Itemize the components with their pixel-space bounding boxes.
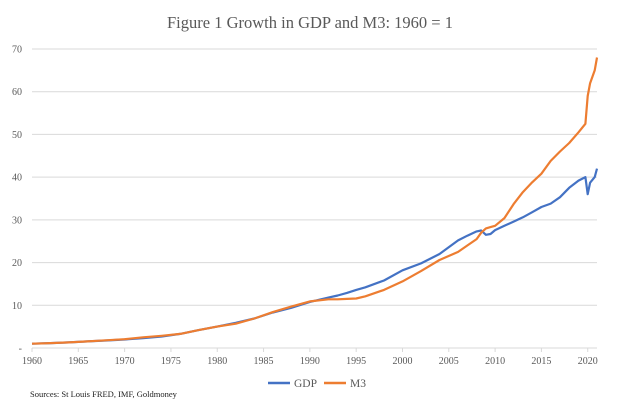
y-tick-label: 70 bbox=[12, 45, 22, 56]
series-line-gdp bbox=[31, 168, 599, 345]
x-tick-label: 1985 bbox=[254, 356, 274, 367]
y-axis: - 10 20 30 40 50 60 70 bbox=[12, 45, 22, 355]
x-tick-label: 1995 bbox=[346, 356, 366, 367]
chart-title: Figure 1 Growth in GDP and M3: 1960 = 1 bbox=[167, 13, 453, 32]
x-tick-label: 2020 bbox=[578, 356, 598, 367]
x-tick-label: 2005 bbox=[439, 356, 459, 367]
y-tick-label: 50 bbox=[12, 130, 22, 141]
x-tick-label: 2000 bbox=[392, 356, 412, 367]
x-tick-label: 1960 bbox=[22, 356, 42, 367]
y-tick-label: 20 bbox=[12, 258, 22, 269]
source-note: Sources: St Louis FRED, IMF, Goldmoney bbox=[30, 389, 178, 399]
gridlines bbox=[32, 48, 597, 349]
plot-area bbox=[31, 57, 599, 345]
y-tick-label: - bbox=[19, 344, 22, 355]
legend: GDP M3 bbox=[268, 378, 366, 390]
series-line-m3 bbox=[31, 57, 599, 345]
x-tick-label: 2010 bbox=[485, 356, 505, 367]
x-tick-label: 2015 bbox=[531, 356, 551, 367]
y-tick-label: 30 bbox=[12, 215, 22, 226]
y-tick-label: 40 bbox=[12, 173, 22, 184]
x-tick-label: 1965 bbox=[68, 356, 88, 367]
x-axis: 1960 1965 1970 1975 1980 1985 1990 1995 2000 2005… bbox=[22, 348, 598, 367]
legend-gdp-label: GDP bbox=[294, 378, 317, 390]
x-tick-label: 1975 bbox=[161, 356, 181, 367]
y-tick-label: 60 bbox=[12, 87, 22, 98]
x-tick-label: 1990 bbox=[300, 356, 320, 367]
x-tick-label: 1980 bbox=[207, 356, 227, 367]
x-tick-label: 1970 bbox=[115, 356, 135, 367]
y-tick-label: 10 bbox=[12, 301, 22, 312]
legend-m3-label: M3 bbox=[350, 378, 366, 390]
